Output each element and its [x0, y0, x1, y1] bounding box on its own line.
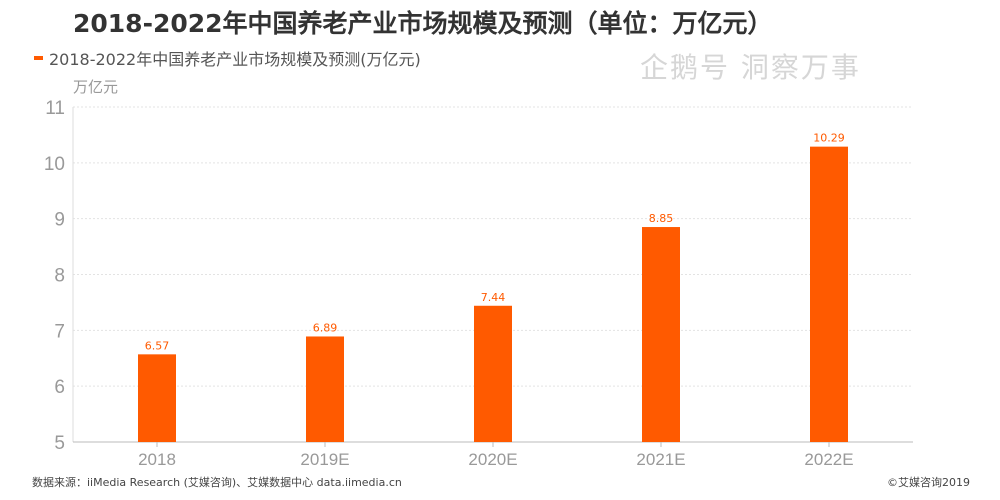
- bar: [306, 336, 344, 442]
- y-tick-label: 6: [54, 377, 65, 398]
- y-tick-label: 5: [54, 433, 65, 454]
- x-tick-label: 2018: [138, 450, 176, 469]
- y-tick-label: 10: [44, 154, 65, 175]
- y-tick-label: 7: [54, 321, 65, 342]
- y-tick-label: 8: [54, 266, 65, 287]
- x-tick-label: 2020E: [468, 450, 517, 469]
- bar: [138, 354, 176, 442]
- data-label: 6.89: [313, 321, 338, 334]
- bar: [474, 305, 512, 442]
- y-axis-label: 万亿元: [73, 78, 119, 96]
- y-tick-label: 11: [45, 98, 65, 119]
- x-tick-label: 2019E: [300, 450, 349, 469]
- watermark: 企鹅号 洞察万事: [640, 51, 861, 84]
- bar: [810, 146, 848, 442]
- data-label: 8.85: [649, 212, 674, 225]
- chart-title: 2018-2022年中国养老产业市场规模及预测（单位：万亿元）: [73, 9, 773, 38]
- legend-label: 2018-2022年中国养老产业市场规模及预测(万亿元): [49, 50, 421, 69]
- copyright: ©艾媒咨询2019: [887, 476, 970, 489]
- x-tick-label: 2022E: [804, 450, 853, 469]
- x-tick-label: 2021E: [636, 450, 685, 469]
- bar: [642, 227, 680, 442]
- data-label: 6.57: [145, 339, 170, 352]
- legend: 2018-2022年中国养老产业市场规模及预测(万亿元): [34, 46, 421, 70]
- data-label: 10.29: [813, 132, 845, 145]
- legend-swatch: [34, 56, 43, 60]
- source-note: 数据来源：iiMedia Research (艾媒咨询)、艾媒数据中心 data…: [32, 476, 402, 489]
- y-tick-label: 9: [54, 210, 65, 231]
- data-label: 7.44: [481, 291, 506, 304]
